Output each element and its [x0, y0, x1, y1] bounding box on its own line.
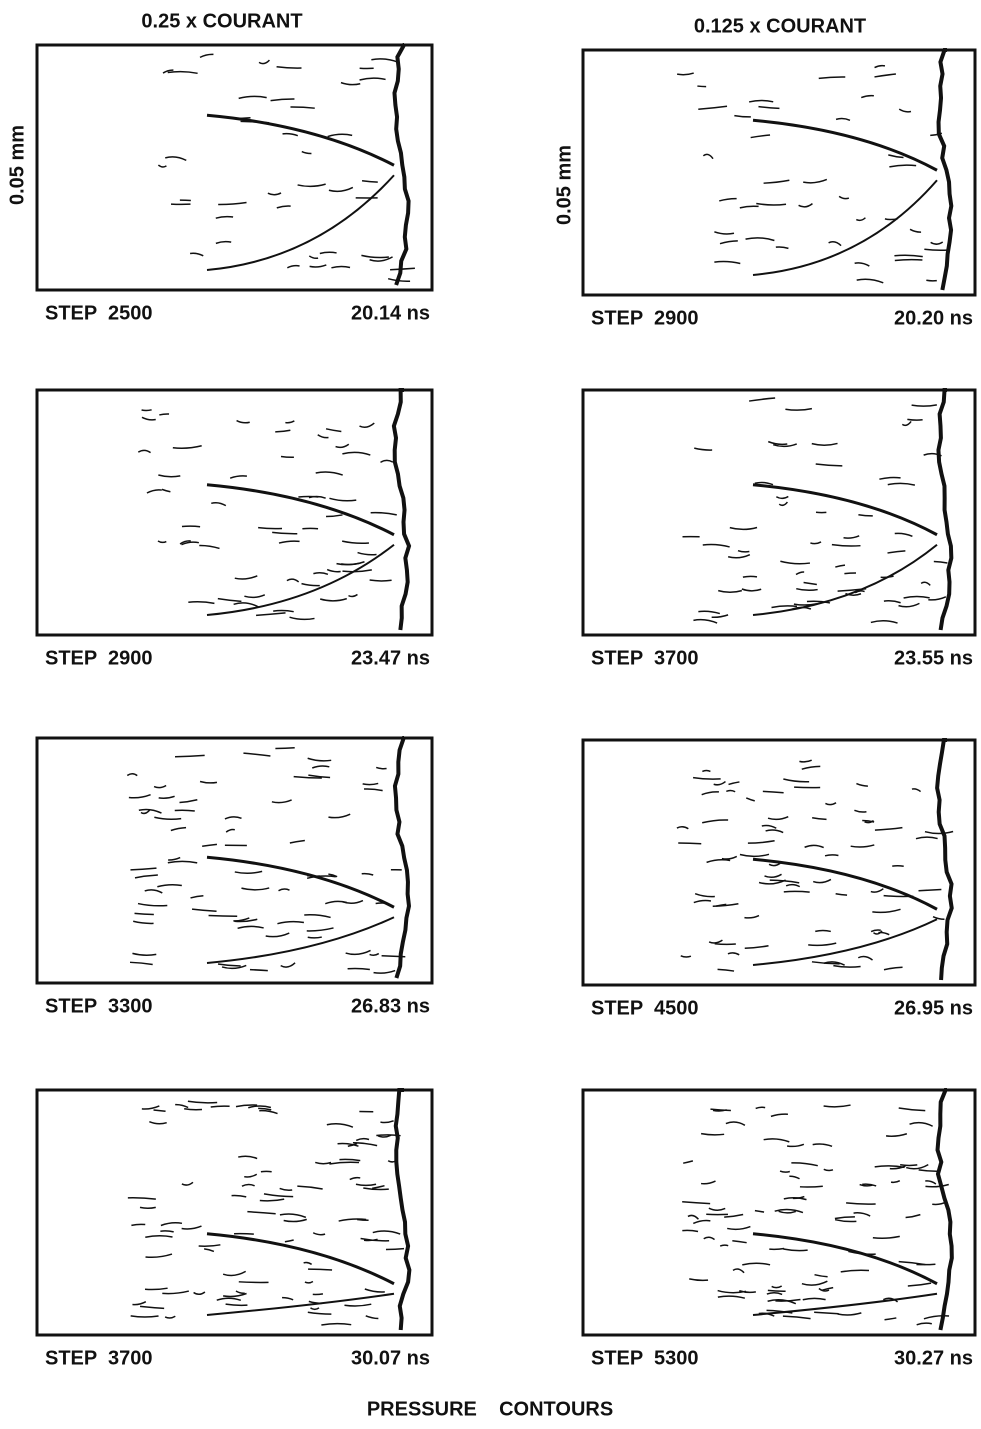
contour-dash	[884, 896, 914, 897]
contour-dash	[142, 410, 152, 411]
contour-dash	[308, 1269, 332, 1270]
contour-dash	[825, 855, 838, 856]
contour-dash	[743, 576, 757, 577]
scale-label: 0.05 mm	[553, 145, 575, 225]
contour-dash	[275, 748, 294, 749]
contour-panel	[37, 45, 432, 290]
contour-dash	[715, 944, 736, 945]
contour-dash	[182, 526, 200, 527]
contour-dash	[895, 260, 923, 261]
column-title: 0.25 x COURANT	[141, 10, 302, 32]
contour-dash	[794, 787, 820, 788]
step-label: STEP 4500	[591, 997, 698, 1019]
step-label: STEP 3700	[45, 1347, 152, 1369]
step-label: STEP 5300	[591, 1347, 698, 1369]
contour-panel	[583, 390, 975, 635]
contour-dash	[697, 86, 706, 87]
contour-dash	[250, 970, 268, 971]
contour-dash	[211, 1106, 230, 1107]
contour-dash	[844, 573, 856, 574]
panel-frame	[583, 1090, 975, 1335]
contour-dash	[926, 280, 936, 281]
contour-panel	[37, 738, 432, 983]
contour-dash	[234, 118, 250, 119]
time-label: 23.47 ns	[351, 647, 430, 669]
step-label: STEP 2900	[45, 647, 152, 669]
contour-dash	[175, 810, 195, 811]
contour-panel	[583, 740, 975, 985]
scale-label: 0.05 mm	[6, 125, 28, 205]
contour-dash	[768, 1290, 786, 1291]
time-label: 26.83 ns	[351, 995, 430, 1017]
contour-panel	[583, 1090, 975, 1335]
step-label: STEP 3300	[45, 995, 152, 1017]
step-label: STEP 2500	[45, 302, 152, 324]
time-label: 23.55 ns	[894, 647, 973, 669]
panel-frame	[583, 50, 975, 295]
time-label: 20.20 ns	[894, 307, 973, 329]
caption: PRESSURE CONTOURS	[367, 1398, 613, 1420]
contour-dash	[184, 1109, 202, 1110]
time-label: 20.14 ns	[351, 302, 430, 324]
contour-panel	[37, 1090, 432, 1335]
contour-dash	[907, 419, 922, 420]
contour-dash	[308, 937, 322, 938]
contour-dash	[313, 1294, 323, 1295]
time-label: 30.27 ns	[894, 1347, 973, 1369]
panel-frame	[37, 45, 432, 290]
panel-frame	[583, 390, 975, 635]
step-label: STEP 3700	[591, 647, 698, 669]
contour-panel	[37, 390, 432, 635]
time-label: 30.07 ns	[351, 1347, 430, 1369]
contour-dash	[784, 891, 810, 892]
contour-dash	[376, 1135, 400, 1136]
contour-dash	[239, 1282, 269, 1283]
contour-dash	[209, 915, 238, 916]
time-label: 26.95 ns	[894, 997, 973, 1019]
contour-dash	[382, 956, 406, 957]
step-label: STEP 2900	[591, 307, 698, 329]
contour-dash	[678, 843, 701, 844]
contour-dash	[800, 1186, 823, 1187]
column-title: 0.125 x COURANT	[694, 15, 866, 37]
contour-dash	[900, 1165, 917, 1166]
contour-dash	[357, 1219, 368, 1220]
contour-dash	[376, 903, 387, 904]
contour-panel	[583, 50, 975, 295]
contour-dash	[769, 1248, 784, 1249]
contour-dash	[281, 456, 294, 457]
